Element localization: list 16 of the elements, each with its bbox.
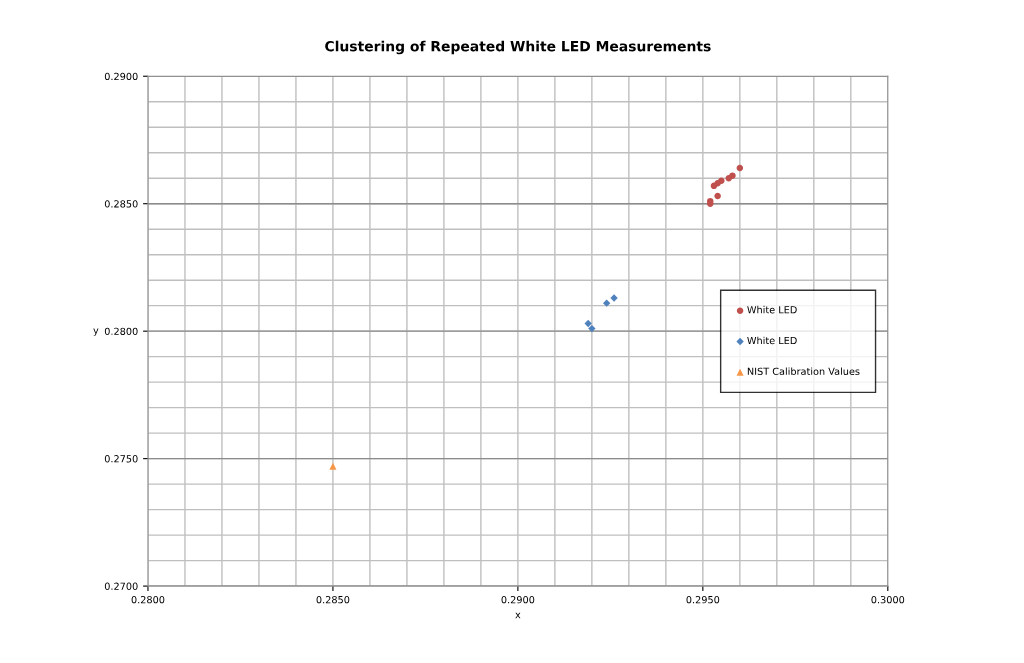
x-tick-label: 0.2900 bbox=[501, 595, 535, 604]
chart-title: Clustering of Repeated White LED Measurements bbox=[325, 40, 711, 55]
x-tick-label: 0.2950 bbox=[686, 595, 720, 604]
y-tick-label: 0.2700 bbox=[104, 582, 138, 590]
y-tick-label: 0.2800 bbox=[104, 327, 138, 335]
legend-label: White LED bbox=[747, 305, 797, 314]
legend-label: White LED bbox=[747, 336, 797, 345]
legend-label: NIST Calibration Values bbox=[747, 367, 860, 375]
x-axis-title: x bbox=[515, 612, 521, 619]
y-axis-title: y bbox=[93, 328, 99, 336]
x-tick-label: 0.2850 bbox=[316, 595, 350, 604]
y-tick-label: 0.2850 bbox=[104, 200, 138, 208]
x-tick-label: 0.3000 bbox=[871, 595, 905, 604]
y-tick-label: 0.2900 bbox=[104, 72, 138, 81]
y-tick-label: 0.2750 bbox=[104, 455, 138, 463]
x-tick-label: 0.2800 bbox=[131, 595, 165, 604]
